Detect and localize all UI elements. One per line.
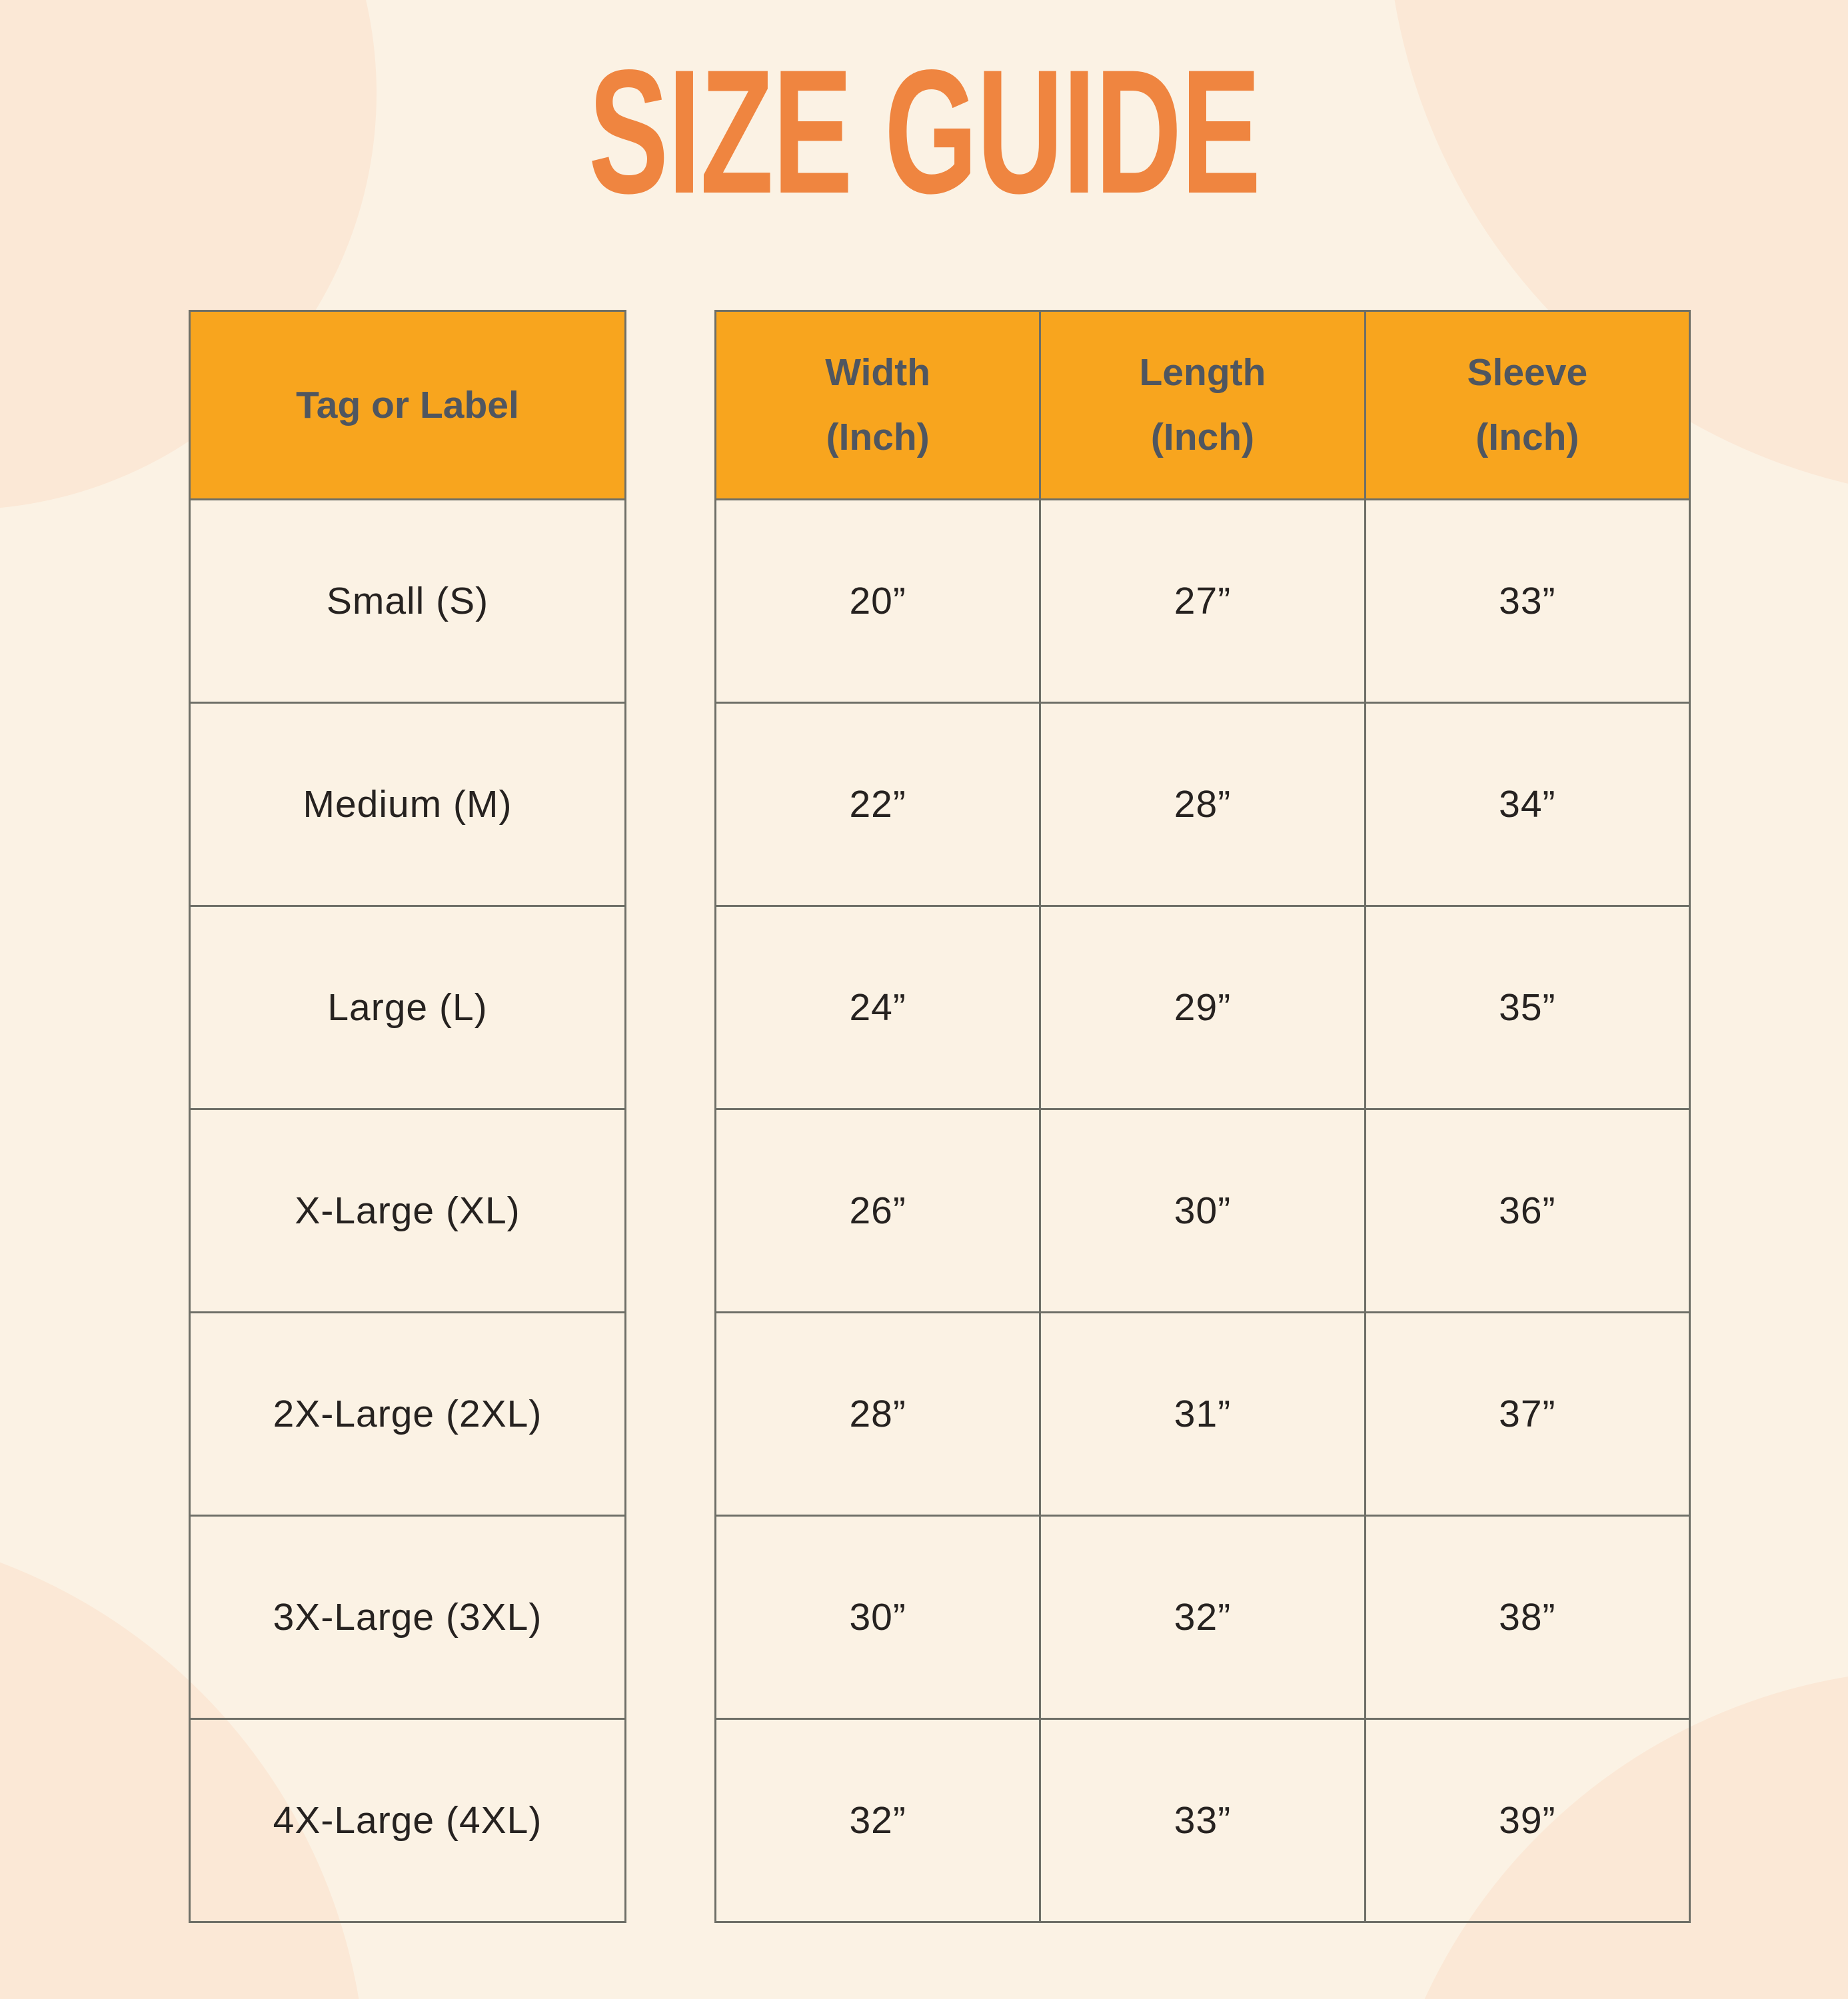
length-header-label: Length (Inch)	[1139, 351, 1266, 458]
tag-label-header-cell: Tag or Label	[189, 310, 626, 500]
table-row: 20” 27” 33”	[714, 498, 1691, 704]
width-cell: 20”	[714, 498, 1042, 704]
table-row: 28” 31” 37”	[714, 1311, 1691, 1517]
sleeve-header-cell: Sleeve (Inch)	[1364, 310, 1691, 500]
width-cell: 28”	[714, 1311, 1042, 1517]
table-row: Medium (M)	[189, 702, 626, 907]
width-cell: 22”	[714, 702, 1042, 907]
tag-label-header-row: Tag or Label	[189, 310, 626, 500]
width-cell: 24”	[714, 905, 1042, 1110]
table-row: Large (L)	[189, 905, 626, 1110]
table-row: Small (S)	[189, 498, 626, 704]
table-row: 3X-Large (3XL)	[189, 1515, 626, 1720]
sleeve-cell: 37”	[1364, 1311, 1691, 1517]
tag-cell-3xlarge: 3X-Large (3XL)	[189, 1515, 626, 1720]
table-row: 4X-Large (4XL)	[189, 1718, 626, 1923]
table-row: 26” 30” 36”	[714, 1108, 1691, 1313]
sleeve-cell: 34”	[1364, 702, 1691, 907]
tag-cell-large: Large (L)	[189, 905, 626, 1110]
table-row: 22” 28” 34”	[714, 702, 1691, 907]
tag-cell-small: Small (S)	[189, 498, 626, 704]
table-row: 30” 32” 38”	[714, 1515, 1691, 1720]
width-cell: 26”	[714, 1108, 1042, 1313]
length-header-cell: Length (Inch)	[1039, 310, 1366, 500]
table-row: 24” 29” 35”	[714, 905, 1691, 1110]
width-cell: 32”	[714, 1718, 1042, 1923]
length-cell: 32”	[1039, 1515, 1366, 1720]
sleeve-header-label: Sleeve (Inch)	[1467, 351, 1588, 458]
width-header-cell: Width (Inch)	[714, 310, 1042, 500]
tag-cell-4xlarge: 4X-Large (4XL)	[189, 1718, 626, 1923]
sleeve-cell: 33”	[1364, 498, 1691, 704]
tag-cell-xlarge: X-Large (XL)	[189, 1108, 626, 1313]
tag-cell-2xlarge: 2X-Large (2XL)	[189, 1311, 626, 1517]
length-cell: 27”	[1039, 498, 1366, 704]
measurements-header-row: Width (Inch) Length (Inch) Sleeve (Inch)	[714, 310, 1691, 500]
table-row: 32” 33” 39”	[714, 1718, 1691, 1923]
sleeve-cell: 39”	[1364, 1718, 1691, 1923]
length-cell: 29”	[1039, 905, 1366, 1110]
page-title-text: SIZE GUIDE	[588, 33, 1261, 231]
page-title: SIZE GUIDE	[0, 44, 1848, 221]
sleeve-cell: 35”	[1364, 905, 1691, 1110]
table-row: X-Large (XL)	[189, 1108, 626, 1313]
table-row: 2X-Large (2XL)	[189, 1311, 626, 1517]
length-cell: 30”	[1039, 1108, 1366, 1313]
width-header-label: Width (Inch)	[825, 351, 931, 458]
tag-label-table: Tag or Label Small (S) Medium (M) Large …	[189, 310, 626, 1923]
width-cell: 30”	[714, 1515, 1042, 1720]
measurements-table: Width (Inch) Length (Inch) Sleeve (Inch)	[714, 310, 1691, 1923]
sleeve-cell: 38”	[1364, 1515, 1691, 1720]
length-cell: 33”	[1039, 1718, 1366, 1923]
tag-cell-medium: Medium (M)	[189, 702, 626, 907]
length-cell: 31”	[1039, 1311, 1366, 1517]
sleeve-cell: 36”	[1364, 1108, 1691, 1313]
length-cell: 28”	[1039, 702, 1366, 907]
